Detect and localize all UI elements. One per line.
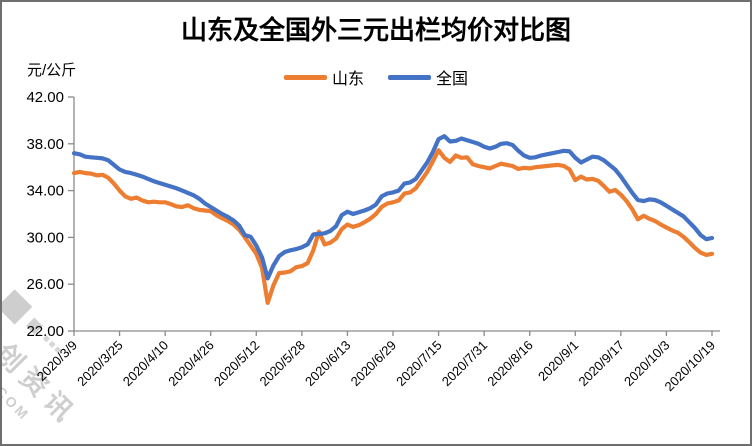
legend-item-national: 全国: [388, 65, 468, 89]
chart-title: 山东及全国外三元出栏均价对比图: [180, 15, 571, 45]
y-tick-label: 42.00: [26, 89, 64, 106]
x-tick-label: 2020/4/26: [165, 338, 217, 390]
x-tick-label: 2020/7/15: [393, 338, 445, 390]
series-line-全国: [71, 134, 715, 281]
x-tick-label: 2020/6/29: [348, 338, 400, 390]
y-tick-label: 38.00: [26, 136, 64, 153]
y-tick-label: 22.00: [26, 323, 64, 340]
y-tick-label: 34.00: [26, 183, 64, 200]
legend: 山东 全国: [2, 65, 750, 89]
x-tick-label: 2020/8/16: [484, 338, 536, 390]
national-line-swatch-icon: [388, 74, 431, 80]
series-line-山东: [71, 148, 715, 305]
x-tick-label: 2020/6/13: [302, 338, 354, 390]
y-tick-label: 30.00: [26, 229, 64, 246]
legend-label-national: 全国: [436, 71, 469, 88]
x-tick-label: 2020/7/31: [439, 338, 491, 390]
x-tick-label: 2020/5/12: [211, 338, 263, 390]
x-tick-label: 2020/5/28: [256, 338, 308, 390]
shandong-line-swatch-icon: [283, 74, 327, 80]
x-tick-label: 2020/4/10: [120, 338, 172, 390]
x-tick-label: 2020/3/25: [74, 338, 126, 390]
x-tick-label: 2020/9/1: [535, 338, 581, 384]
y-axis-unit-label: 元/公斤: [27, 62, 77, 79]
x-tick-label: 2020/3/9: [34, 338, 80, 384]
legend-item-shandong: 山东: [283, 65, 364, 89]
x-tick-label: 2020/9/17: [575, 338, 627, 390]
y-tick-label: 26.00: [26, 276, 64, 293]
legend-label-shandong: 山东: [331, 71, 364, 88]
